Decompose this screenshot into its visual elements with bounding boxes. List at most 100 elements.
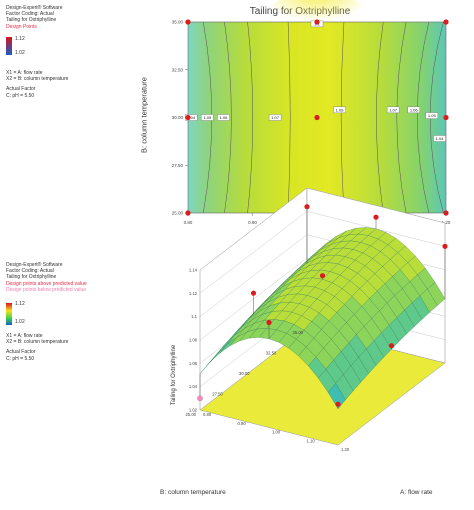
z-tick-label: 1.04 <box>189 384 198 389</box>
surface-patch <box>324 282 343 297</box>
surface-x-tick-label: 1.00 <box>272 430 281 435</box>
surface-patch <box>386 295 405 318</box>
surface-patch <box>293 315 312 331</box>
surface-patch <box>334 288 353 305</box>
design-point-above <box>266 319 272 326</box>
y-tick-label: 27.50 <box>172 163 184 168</box>
surface-x-tick-label: 0.90 <box>238 421 247 426</box>
contour-level-label: 1.05 <box>203 115 212 120</box>
x-tick-label: 1.10 <box>377 220 386 225</box>
surface-y-tick-label: 25.00 <box>186 412 197 417</box>
surface-patch <box>288 263 307 279</box>
design-point-above <box>250 290 257 296</box>
actual-factor-value-2: C: pH = 5.50 <box>6 355 35 362</box>
x-tick-label: 1.20 <box>442 220 451 225</box>
surface-patch <box>252 305 271 320</box>
contour-label-box <box>407 106 420 114</box>
surface-patch <box>290 265 309 279</box>
surface-patch <box>222 327 241 348</box>
z-tick-label: 1.08 <box>189 338 198 343</box>
surface-patch <box>234 319 253 336</box>
surface-patch <box>263 285 281 303</box>
design-point <box>185 19 191 25</box>
surface-patch <box>278 333 297 349</box>
surface-patch <box>207 344 226 365</box>
surface-patch <box>356 326 375 349</box>
surface-patch <box>291 258 310 278</box>
legend-coding-2: Factor Coding: Actual <box>6 268 54 275</box>
design-point <box>314 114 320 121</box>
contour-level-label: 1.06 <box>410 107 419 112</box>
surface-patch <box>310 262 329 271</box>
surface-patch <box>256 319 275 330</box>
surface-patch <box>320 262 339 272</box>
surface-patch <box>364 258 383 274</box>
surface-patch <box>264 310 283 321</box>
surface-patch <box>269 294 288 306</box>
legend-points-above: Design points above predicted value <box>6 280 87 287</box>
surface-patch <box>250 302 268 319</box>
legend-points-below: Design points below predicted value <box>6 286 87 293</box>
surface-x-tick-label: 1.10 <box>307 438 316 443</box>
z-tick-label: 1.1 <box>191 314 197 319</box>
surface-patch <box>258 328 277 339</box>
x-tick-label: 0.80 <box>184 220 193 225</box>
surface-x-tick-label: 1.20 <box>341 447 350 452</box>
surface-patch <box>275 281 293 295</box>
surface-y-tick-label: 30.00 <box>239 371 250 376</box>
z-grid-line <box>199 281 446 364</box>
factor-x2-2: X2 = B: column temperature <box>6 339 69 346</box>
surface-patch <box>333 351 352 375</box>
surface-patch <box>232 317 251 336</box>
y-tick-label: 25.00 <box>172 211 184 216</box>
surface-patch <box>384 276 403 296</box>
surface-patch <box>367 273 386 292</box>
surface-legend: Design-Expert® Software Factor Coding: A… <box>6 262 87 293</box>
surface-patch <box>284 278 304 290</box>
contour-level-label: 1.04 <box>187 115 196 120</box>
surface-patch <box>284 265 302 285</box>
surface-patch <box>357 265 376 282</box>
surface-patch <box>399 262 418 282</box>
surface-patch <box>261 287 279 307</box>
surface-patch <box>335 374 354 400</box>
surface-patch <box>341 342 359 366</box>
surface-patch <box>396 309 415 334</box>
design-point-above <box>335 401 341 407</box>
surface-patch <box>361 298 380 319</box>
surface-patch <box>369 290 388 311</box>
surface-patch <box>274 310 293 321</box>
legend-software: Design-Expert® Software <box>6 5 63 11</box>
surface-patch <box>291 303 310 316</box>
design-point <box>185 210 191 216</box>
surface-patch <box>246 319 265 333</box>
surface-patch <box>344 296 363 315</box>
contour-level-label: 1.05 <box>428 113 437 118</box>
surface-patch <box>276 320 295 334</box>
surface-patch <box>349 272 368 289</box>
surface-patch <box>219 336 238 354</box>
surface-patch <box>199 353 218 374</box>
design-point-below <box>197 395 203 402</box>
surface-patch <box>394 288 413 311</box>
contour-label-box <box>185 114 198 121</box>
surface-patch <box>402 281 421 303</box>
z-tick-label: 1.14 <box>189 268 198 273</box>
surface-patch <box>379 302 398 326</box>
surface-patch <box>348 334 367 358</box>
surface-patch <box>419 288 438 313</box>
surface-patch <box>281 302 300 313</box>
surface-patch <box>296 329 315 348</box>
surface-patch <box>242 310 261 327</box>
cbar2-low-label: 1.02 <box>15 319 25 325</box>
surface-patch <box>328 312 347 331</box>
surface-patch <box>313 329 332 349</box>
surface-patch <box>309 298 328 314</box>
legend-design-points: Design Points <box>6 23 37 30</box>
contour-label-box <box>433 135 446 142</box>
surface-patch <box>382 259 401 277</box>
surface-x-tick-label: 0.80 <box>203 412 212 417</box>
surface-patch <box>278 270 297 288</box>
surface-patch <box>254 311 273 324</box>
surface-patch <box>343 365 362 392</box>
